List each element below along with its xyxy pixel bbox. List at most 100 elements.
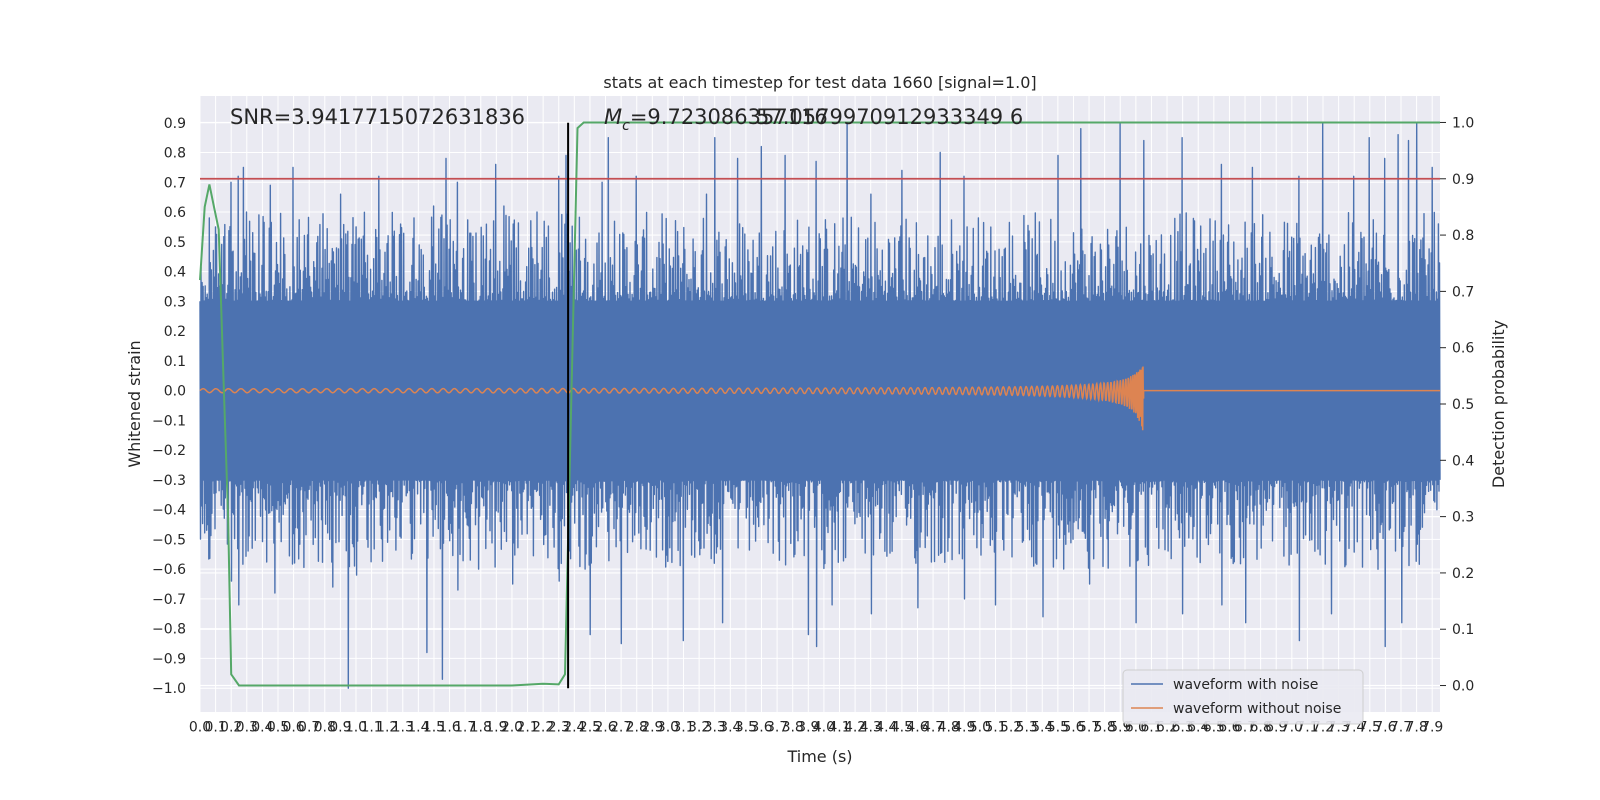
y-tick-label: −0.8 [152,622,186,638]
x-tick-label: 3.9 [797,720,819,736]
y-tick-label: −1.0 [152,681,186,697]
x-tick-label: 0.5 [267,720,289,736]
overlapping-annotation: 57.0579970912933349 6 [756,105,1023,129]
x-tick-label: 3.8 [782,720,804,736]
x-tick-label: 3.3 [704,720,726,736]
x-tick-label: 1.6 [438,720,460,736]
right-axis-label: Detection probability [1489,320,1508,488]
x-tick-label: 0.7 [298,720,320,736]
y-tick-label: −0.1 [152,413,186,429]
x-tick-label: 1.3 [392,720,414,736]
chirp-mass-symbol: M [604,105,622,129]
y-tick-label: 0.0 [164,384,186,400]
y-tick-label: −0.2 [152,443,186,459]
x-tick-label: 2.2 [532,720,554,736]
y-axis-label: Whitened strain [125,340,144,467]
x-tick-label: 5.3 [1016,720,1038,736]
x-tick-label: 7.9 [1421,720,1443,736]
x-tick-label: 4.7 [922,720,944,736]
x-tick-label: 0.3 [236,720,258,736]
detection-probability-series [199,121,1440,687]
x-tick-label: 2.3 [548,720,570,736]
y-tick-label: 0.6 [164,205,186,221]
x-tick-label: 4.8 [938,720,960,736]
chirp-mass-subscript: c [622,118,630,134]
x-tick-label: 2.7 [610,720,632,736]
x-tick-label: 0.8 [314,720,336,736]
x-tick-label: 1.9 [485,720,507,736]
y-tick-label: 0.1 [164,354,186,370]
chirp-mass-annotation: Mc=9.723086357116 [604,105,828,134]
x-tick-label: 5.7 [1078,720,1100,736]
y2-tick-label: 0.3 [1452,510,1474,526]
x-tick-label: 7.8 [1405,720,1427,736]
x-tick-label: 2.9 [641,720,663,736]
snr-annotation: SNR=3.9417715072631836 [230,105,525,129]
x-tick-label: 0.9 [329,720,351,736]
x-tick-label: 0.6 [282,720,304,736]
legend-box [1122,669,1364,725]
legend: waveform with noise waveform without noi… [1122,669,1364,725]
y-tick-label: −0.9 [152,651,186,667]
x-tick-label: 4.3 [860,720,882,736]
x-tick-label: 7.6 [1374,720,1396,736]
x-tick-label: 1.7 [454,720,476,736]
x-tick-label: 1.8 [470,720,492,736]
legend-label-noise: waveform with noise [1173,677,1318,693]
y-tick-label: −0.6 [152,562,186,578]
x-tick-label: 5.6 [1062,720,1084,736]
x-tick-label: 2.4 [563,720,585,736]
x-tick-label: 1.1 [360,720,382,736]
y2-tick-label: 0.4 [1452,453,1474,469]
y-tick-label: 0.7 [164,175,186,191]
waveform-with-noise-series [199,122,1441,689]
x-tick-label: 3.4 [719,720,741,736]
x-tick-label: 5.1 [984,720,1006,736]
legend-label-clean: waveform without noise [1173,701,1341,717]
x-axis-label: Time (s) [786,747,852,766]
x-tick-label: 3.0 [657,720,679,736]
y-tick-label: −0.3 [152,473,186,489]
waveform-without-noise-series [199,366,1440,431]
x-tick-label: 4.1 [828,720,850,736]
y-tick-label: 0.9 [164,116,186,132]
y-tick-label: 0.4 [164,265,186,281]
y2-tick-label: 1.0 [1452,115,1474,131]
x-tick-label: 2.8 [626,720,648,736]
x-tick-label: 7.7 [1390,720,1412,736]
y2-tick-label: 0.5 [1452,397,1474,413]
chirp-mass-value: =9.723086357116 [630,105,828,129]
x-tick-label: 5.4 [1031,720,1053,736]
x-tick-label: 2.6 [594,720,616,736]
clean-line [199,366,1440,431]
chart-title: stats at each timestep for test data 166… [603,73,1036,92]
x-tick-label: 3.2 [688,720,710,736]
x-tick-label: 3.5 [735,720,757,736]
x-tick-label: 4.2 [844,720,866,736]
x-tick-label: 5.8 [1094,720,1116,736]
y2-tick-label: 0.6 [1452,341,1474,357]
y-tick-label: 0.2 [164,324,186,340]
y-tick-label: 0.3 [164,294,186,310]
y2-tick-label: 0.8 [1452,228,1474,244]
y-tick-label: −0.5 [152,532,186,548]
y2-tick-label: 0.7 [1452,284,1474,300]
y2-tick-label: 0.1 [1452,622,1474,638]
noise-line [199,122,1441,689]
x-tick-label: 2.1 [516,720,538,736]
x-tick-label: 1.0 [345,720,367,736]
probability-line [199,121,1440,687]
x-tick-label: 5.0 [969,720,991,736]
y-tick-label: −0.4 [152,503,186,519]
x-tick-label: 3.1 [672,720,694,736]
x-tick-label: 0.4 [251,720,273,736]
right-axis-ticks: 0.0 0.1 0.2 0.3 0.4 0.5 0.6 0.7 0.8 0.9 1.0 [1440,115,1474,695]
x-tick-label: 5.2 [1000,720,1022,736]
y2-tick-label: 0.0 [1452,679,1474,695]
y2-tick-label: 0.2 [1452,566,1474,582]
x-tick-label: 4.5 [891,720,913,736]
x-tick-label: 2.5 [579,720,601,736]
x-tick-label: 4.9 [953,720,975,736]
x-tick-label: 1.5 [423,720,445,736]
